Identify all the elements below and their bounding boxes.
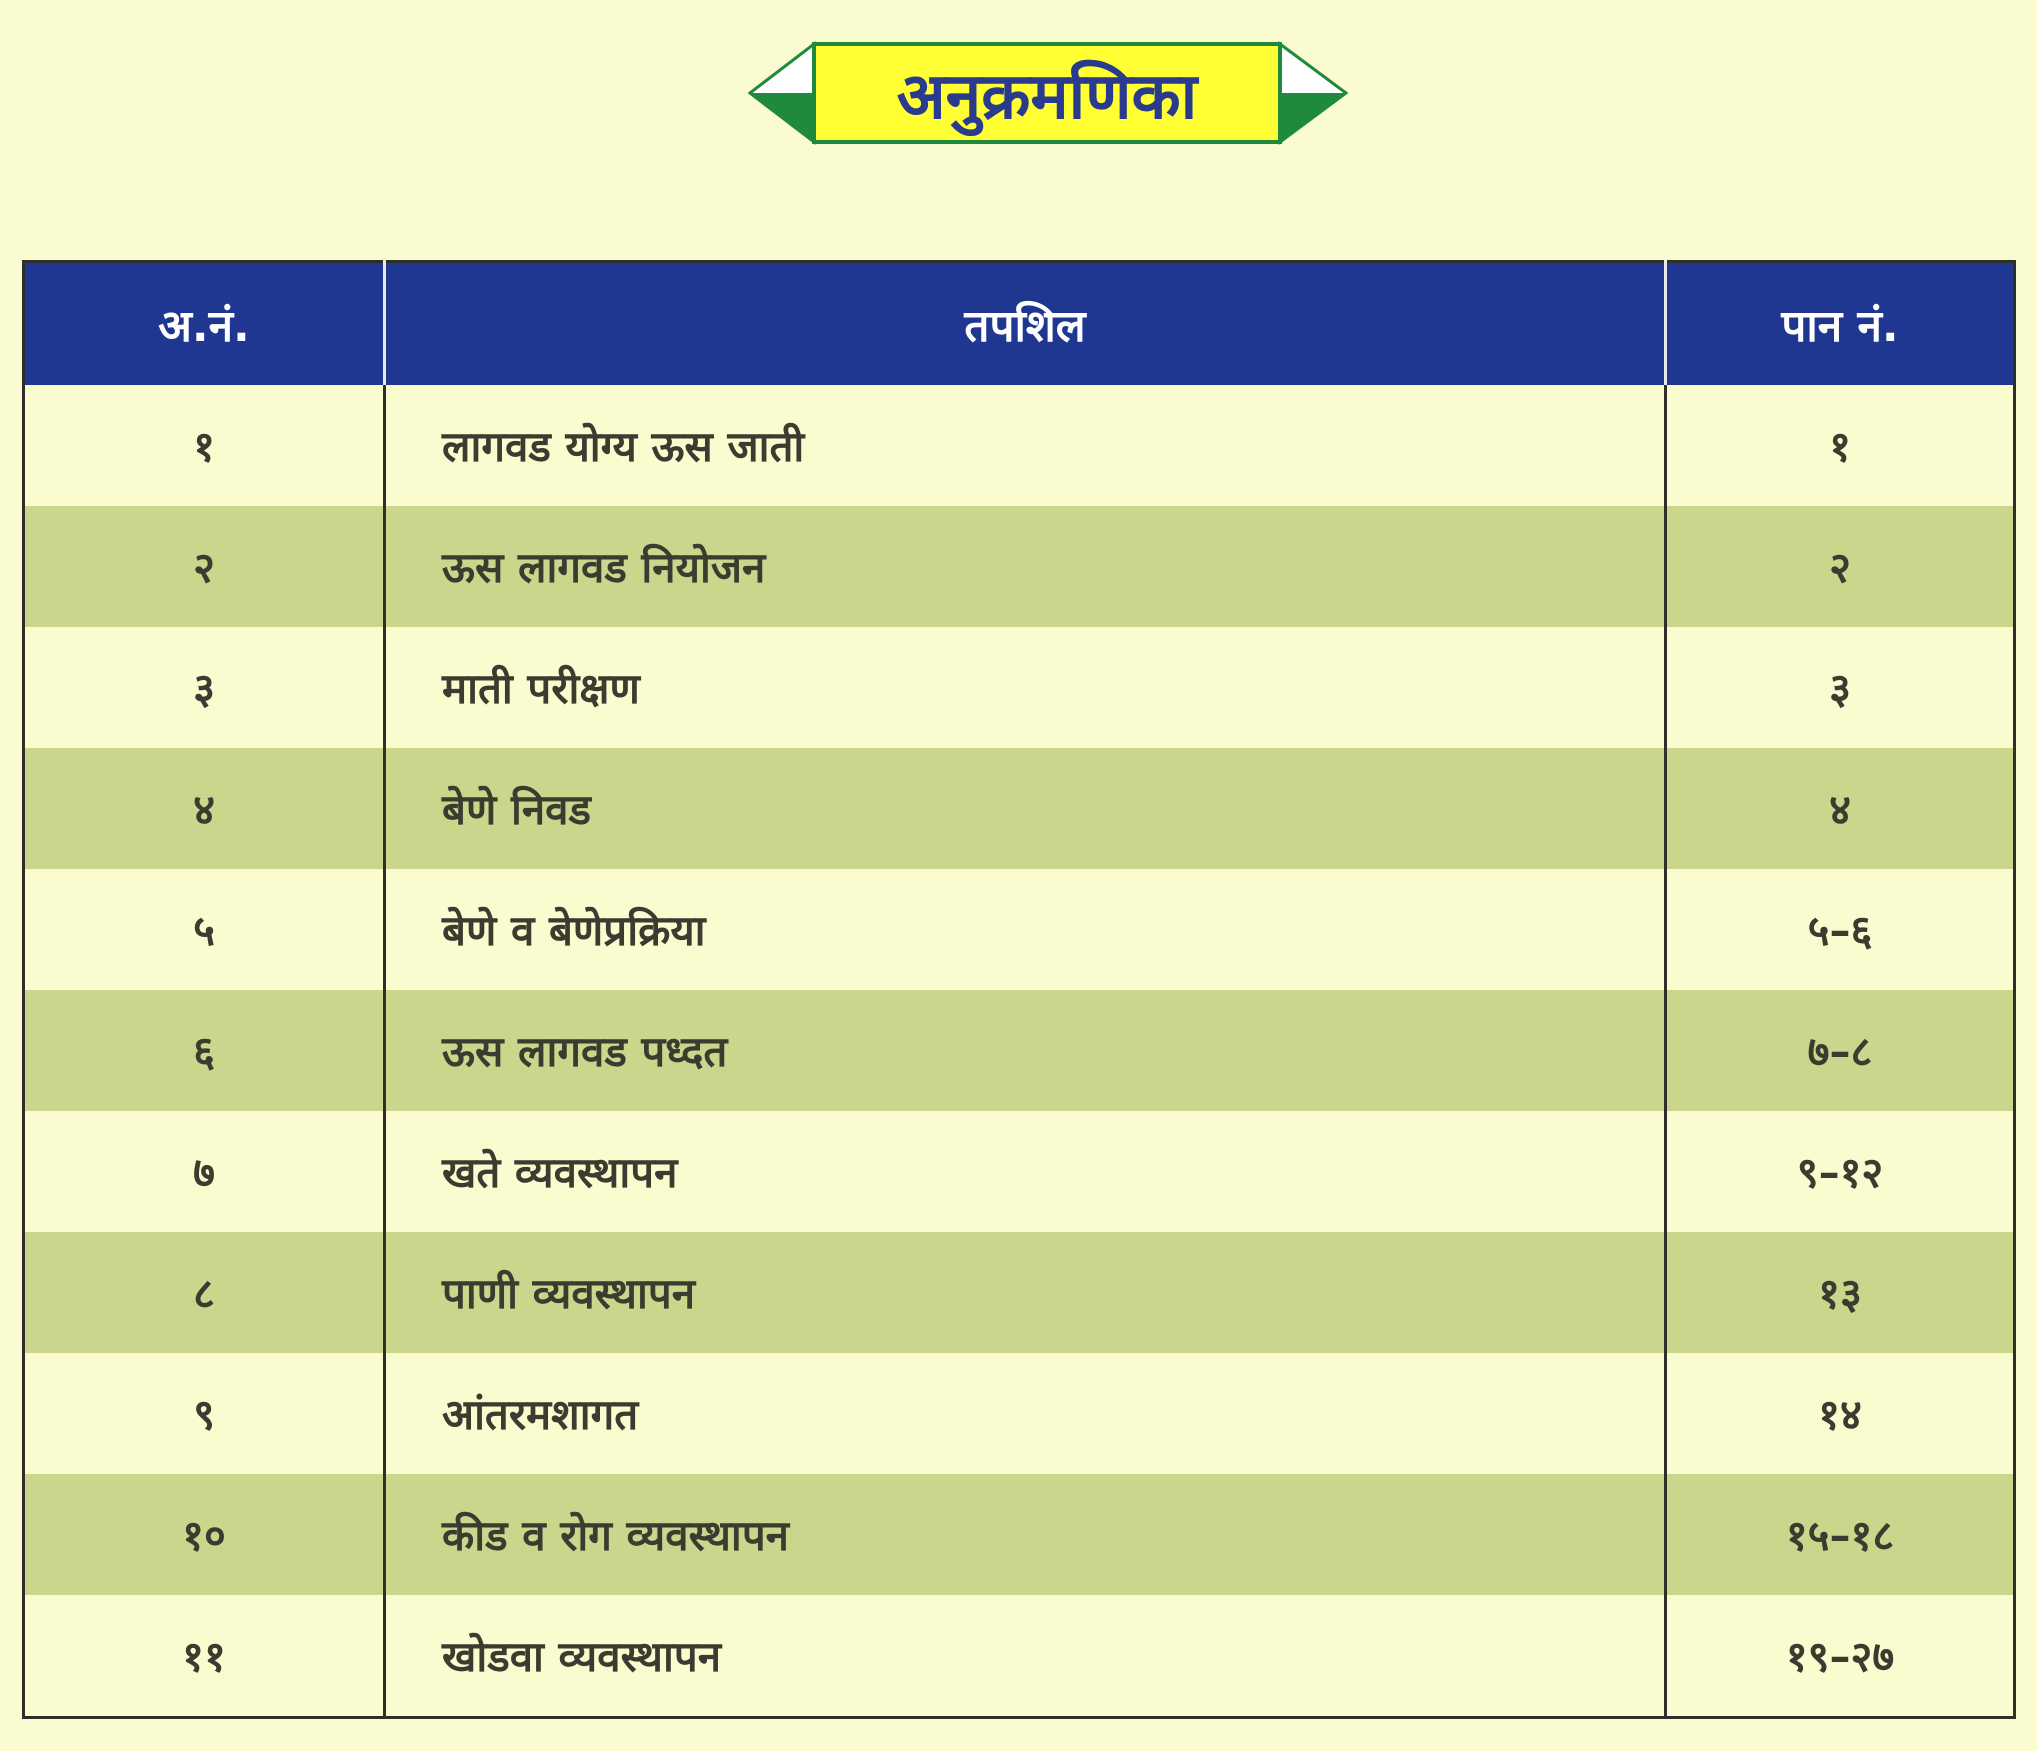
serial-no-cell: ४ [23,748,385,869]
detail-cell: ऊस लागवड नियोजन [383,506,1666,627]
serial-no-cell: ११ [23,1595,385,1718]
serial-no-cell: ६ [23,990,385,1111]
table-row: १ लागवड योग्य ऊस जाती १ [23,385,2015,506]
page-no-cell: १४ [1664,1353,2015,1474]
page-no-cell: ५–६ [1664,869,2015,990]
table-row: ३ माती परीक्षण ३ [23,627,2015,748]
page-no-cell: ४ [1664,748,2015,869]
page-no-cell: १९–२७ [1664,1595,2015,1718]
detail-cell: आंतरमशागत [383,1353,1666,1474]
table-row: ११ खोडवा व्यवस्थापन १९–२७ [23,1595,2015,1718]
page-no-cell: ३ [1664,627,2015,748]
detail-cell: ऊस लागवड पध्दत [383,990,1666,1111]
serial-no-cell: १० [23,1474,385,1595]
serial-no-cell: ८ [23,1232,385,1353]
table-row: ९ आंतरमशागत १४ [23,1353,2015,1474]
table-row: ५ बेणे व बेणेप्रक्रिया ५–६ [23,869,2015,990]
table-row: ८ पाणी व्यवस्थापन १३ [23,1232,2015,1353]
table-row: ४ बेणे निवड ४ [23,748,2015,869]
detail-cell: कीड व रोग व्यवस्थापन [383,1474,1666,1595]
header-details: तपशिल [383,261,1666,385]
detail-cell: खोडवा व्यवस्थापन [383,1595,1666,1718]
page-no-cell: १ [1664,385,2015,506]
table-row: २ ऊस लागवड नियोजन २ [23,506,2015,627]
serial-no-cell: ७ [23,1111,385,1232]
page-title: अनुक्रमणिका [896,59,1198,134]
table-row: ६ ऊस लागवड पध्दत ७–८ [23,990,2015,1111]
serial-no-cell: २ [23,506,385,627]
page-no-cell: ९–१२ [1664,1111,2015,1232]
detail-cell: लागवड योग्य ऊस जाती [383,385,1666,506]
title-banner: अनुक्रमणिका [748,40,1348,146]
serial-no-cell: ३ [23,627,385,748]
page-no-cell: १३ [1664,1232,2015,1353]
page-no-cell: २ [1664,506,2015,627]
table-row: १० कीड व रोग व्यवस्थापन १५–१८ [23,1474,2015,1595]
table-row: ७ खते व्यवस्थापन ९–१२ [23,1111,2015,1232]
detail-cell: बेणे निवड [383,748,1666,869]
serial-no-cell: १ [23,385,385,506]
serial-no-cell: ९ [23,1353,385,1474]
table-header-row: अ.नं. तपशिल पान नं. [23,261,2015,385]
header-serial-no: अ.नं. [23,261,385,385]
page-no-cell: ७–८ [1664,990,2015,1111]
index-table: अ.नं. तपशिल पान नं. १ लागवड योग्य ऊस जाती… [22,260,2016,1719]
detail-cell: पाणी व्यवस्थापन [383,1232,1666,1353]
banner-shape [748,40,1348,146]
detail-cell: खते व्यवस्थापन [383,1111,1666,1232]
header-page-no: पान नं. [1664,261,2015,385]
serial-no-cell: ५ [23,869,385,990]
page-no-cell: १५–१८ [1664,1474,2015,1595]
detail-cell: माती परीक्षण [383,627,1666,748]
detail-cell: बेणे व बेणेप्रक्रिया [383,869,1666,990]
